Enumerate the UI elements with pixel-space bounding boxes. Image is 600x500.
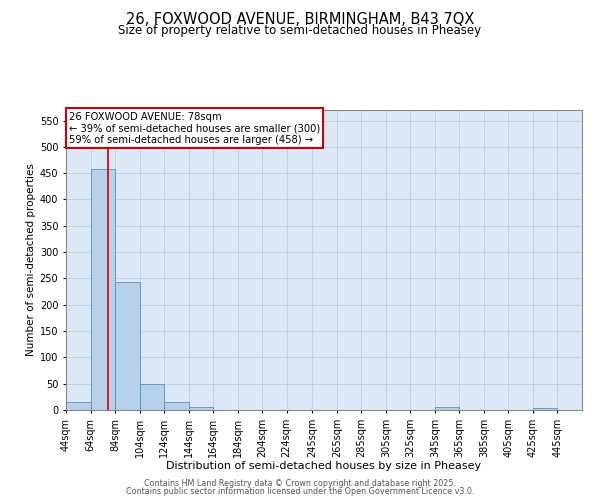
Text: Contains public sector information licensed under the Open Government Licence v3: Contains public sector information licen… [126, 487, 474, 496]
Text: Size of property relative to semi-detached houses in Pheasey: Size of property relative to semi-detach… [118, 24, 482, 37]
Bar [533, 408, 557, 410]
Bar [164, 402, 188, 410]
Y-axis label: Number of semi-detached properties: Number of semi-detached properties [26, 164, 35, 356]
Bar [91, 169, 115, 410]
Text: Contains HM Land Registry data © Crown copyright and database right 2025.: Contains HM Land Registry data © Crown c… [144, 478, 456, 488]
Text: 26 FOXWOOD AVENUE: 78sqm
← 39% of semi-detached houses are smaller (300)
59% of : 26 FOXWOOD AVENUE: 78sqm ← 39% of semi-d… [68, 112, 320, 144]
Bar [66, 402, 91, 410]
Bar [188, 408, 213, 410]
Bar [435, 408, 460, 410]
Bar [115, 282, 140, 410]
Bar [140, 384, 164, 410]
Text: 26, FOXWOOD AVENUE, BIRMINGHAM, B43 7QX: 26, FOXWOOD AVENUE, BIRMINGHAM, B43 7QX [126, 12, 474, 28]
X-axis label: Distribution of semi-detached houses by size in Pheasey: Distribution of semi-detached houses by … [166, 461, 482, 471]
